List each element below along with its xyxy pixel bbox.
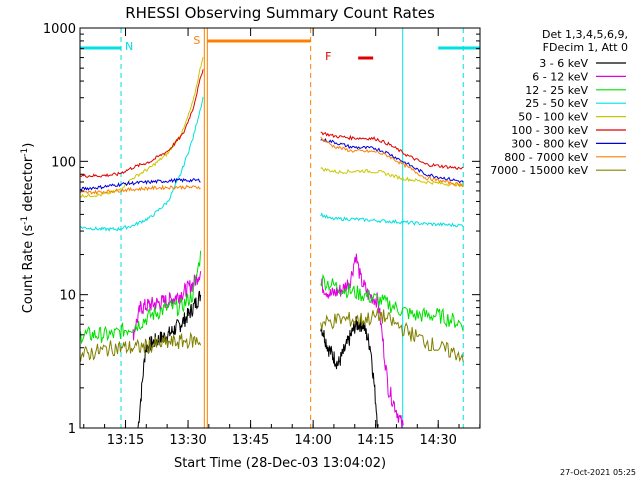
y-tick-label-0: 1 [68, 422, 76, 437]
flag-f: F [325, 50, 331, 63]
legend-label-6: 300 - 800 keV [511, 137, 588, 150]
chart-title: RHESSI Observing Summary Count Rates [125, 4, 435, 22]
y-axis-label-part3: ) [21, 143, 36, 148]
series-6-segment-1 [80, 177, 201, 192]
series-8-segment-2 [320, 308, 464, 363]
y-axis-label-part1: Count Rate (s [21, 225, 36, 314]
plot-frame [79, 27, 481, 429]
series-5-segment-2 [320, 131, 464, 170]
legend-label-3: 25 - 50 keV [525, 97, 588, 110]
x-tick-label-4: 14:15 [357, 433, 394, 448]
legend-label-2: 12 - 25 keV [525, 84, 588, 97]
x-tick-label-3: 14:00 [294, 433, 331, 448]
series-1-segment-1 [132, 271, 202, 341]
series-0-segment-2 [320, 316, 379, 429]
legend-label-4: 50 - 100 keV [518, 111, 588, 124]
series-4-segment-1 [80, 56, 204, 198]
y-axis-label: Count Rate (s-1 detector-1) [20, 143, 36, 314]
legend: Det 1,3,4,5,6,9,FDecim 1, Att 0 3 - 6 keV… [490, 28, 628, 177]
x-tick-label-0: 13:15 [107, 433, 144, 448]
x-tick-label-2: 13:45 [232, 433, 269, 448]
y-tick-label-3: 1000 [43, 22, 76, 37]
y-tick-label-1: 10 [59, 289, 76, 304]
plot-area: N S F 13:15 13:30 13:45 14:00 14:15 14:30 1 10 100 1… [43, 22, 481, 448]
legend-label-1: 6 - 12 keV [532, 70, 588, 83]
series-3-segment-2 [320, 212, 464, 228]
legend-header-1: FDecim 1, Att 0 [543, 41, 628, 54]
y-axis-label-part2: detector [21, 156, 36, 216]
legend-label-0: 3 - 6 keV [539, 57, 588, 70]
x-tick-label-1: 13:30 [169, 433, 206, 448]
legend-label-8: 7000 - 15000 keV [490, 164, 588, 177]
series-3-segment-1 [80, 97, 204, 232]
legend-header-0: Det 1,3,4,5,6,9, [542, 28, 628, 41]
timestamp: 27-Oct-2021 05:25 [560, 468, 636, 477]
y-axis-label-sup2: -1 [20, 148, 30, 157]
flag-s: S [193, 34, 200, 47]
x-tick-label-5: 14:30 [419, 433, 456, 448]
series-2-segment-2 [320, 273, 464, 332]
series-1-segment-2 [320, 253, 404, 428]
x-axis-label: Start Time (28-Dec-03 13:04:02) [174, 456, 386, 471]
series-6-segment-2 [320, 137, 464, 184]
series-8-segment-1 [80, 331, 202, 362]
series-5-segment-1 [80, 69, 204, 178]
legend-label-5: 100 - 300 keV [511, 124, 588, 137]
flag-n: N [125, 40, 133, 53]
y-tick-label-2: 100 [51, 155, 76, 170]
y-axis-label-sup1: -1 [20, 216, 30, 225]
series-7-segment-2 [320, 136, 464, 188]
series-2-segment-1 [80, 250, 202, 345]
legend-label-7: 800 - 7000 keV [504, 151, 588, 164]
series-7-segment-1 [80, 184, 201, 195]
